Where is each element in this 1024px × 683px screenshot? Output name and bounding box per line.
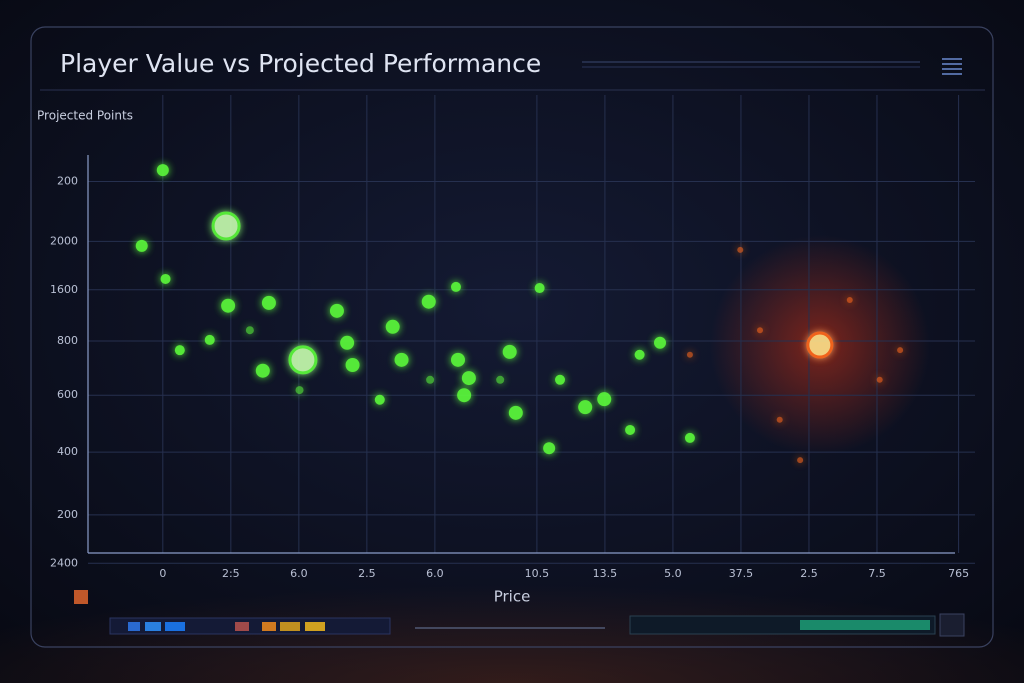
y-tick-label: 1600 [50, 283, 78, 296]
x-tick-label: 2.5 [358, 567, 376, 580]
point [450, 281, 461, 292]
y-tick-label: 200 [57, 508, 78, 521]
point [634, 349, 645, 360]
toolbar-button[interactable] [235, 622, 249, 631]
toolbar-button[interactable] [145, 622, 161, 631]
toolbar-button[interactable] [165, 622, 185, 631]
point [654, 336, 667, 349]
x-tick-label: 0 [159, 567, 166, 580]
point [457, 388, 472, 403]
point [295, 386, 304, 395]
progress-fill [800, 620, 930, 630]
toolbar-button[interactable] [128, 622, 140, 631]
point [897, 347, 904, 354]
menu-icon[interactable] [942, 58, 962, 75]
point [385, 319, 400, 334]
point [737, 246, 744, 253]
point [756, 327, 763, 334]
point [394, 352, 409, 367]
point [534, 283, 545, 294]
x-tick-label: 10.5 [525, 567, 550, 580]
y-tick-label: 2000 [50, 234, 78, 247]
point [135, 239, 148, 252]
point [797, 457, 804, 464]
point [806, 331, 834, 359]
point [597, 392, 612, 407]
x-tick-label: 6.0 [290, 567, 308, 580]
y-tick-label: 200 [57, 174, 78, 187]
fog [0, 520, 1024, 683]
x-tick-label: 5.0 [664, 567, 682, 580]
y-tick-label: 2400 [50, 556, 78, 569]
chart-title: Player Value vs Projected Performance [60, 49, 541, 78]
point [426, 375, 435, 384]
point [374, 394, 385, 405]
x-tick-label: 7.5 [868, 567, 886, 580]
point [876, 376, 883, 383]
point [625, 424, 636, 435]
point [288, 345, 318, 375]
y-tick-label: 600 [57, 388, 78, 401]
toolbar-button[interactable] [280, 622, 300, 631]
toolbar [74, 590, 965, 637]
point [204, 334, 215, 345]
x-axis-label: Price [494, 588, 531, 606]
point [340, 335, 355, 350]
point [502, 344, 517, 359]
point [508, 405, 523, 420]
point [451, 352, 466, 367]
point [776, 416, 783, 423]
end-button[interactable] [939, 613, 965, 637]
point [160, 273, 171, 284]
point [329, 303, 344, 318]
toolbar-button[interactable] [305, 622, 325, 631]
point [421, 294, 436, 309]
point [555, 374, 566, 385]
grid [88, 95, 975, 564]
panel [30, 26, 994, 648]
point [543, 442, 556, 455]
point [846, 297, 853, 304]
x-tick-label: 765 [948, 567, 969, 580]
x-tick-label: 2:5 [222, 567, 240, 580]
point [496, 375, 505, 384]
point [345, 357, 360, 372]
point [174, 345, 185, 356]
point [156, 164, 169, 177]
y-tick-label: 800 [57, 334, 78, 347]
point [211, 211, 241, 241]
x-tick-label: 13.5 [593, 567, 618, 580]
point [245, 326, 254, 335]
point [221, 298, 236, 313]
x-tick-label: 2.5 [800, 567, 818, 580]
x-tick-label: 6.0 [426, 567, 444, 580]
y-axis-label: Projected Points [37, 109, 133, 123]
point [261, 295, 276, 310]
y-tick-label: 400 [57, 445, 78, 458]
point [461, 371, 476, 386]
x-tick-label: 37.5 [729, 567, 754, 580]
marks [135, 164, 904, 464]
point [686, 351, 693, 358]
point [578, 400, 593, 415]
point [255, 363, 270, 378]
point [684, 432, 695, 443]
toolbar-button[interactable] [262, 622, 276, 631]
icon [74, 590, 88, 604]
